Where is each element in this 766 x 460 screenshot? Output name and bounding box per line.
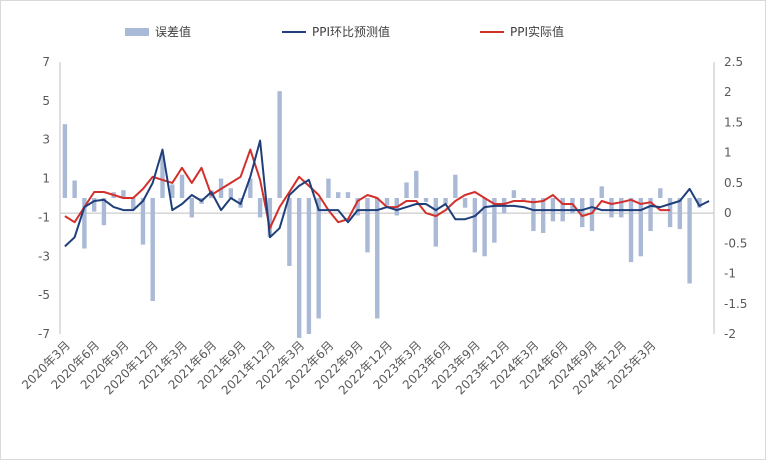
error-bar [589,198,595,232]
error-bar [82,198,87,249]
error-bar [189,198,194,218]
error-bar [443,198,448,204]
right-tick-label: 1.5 [724,115,743,129]
right-tick-label: 0.5 [724,176,743,190]
error-bar [697,198,702,208]
error-bar [62,124,68,198]
legend: 误差值 PPI环比预测值 PPI实际值 [125,24,564,39]
error-bar [101,198,107,226]
error-bar [511,190,517,198]
error-bar [365,198,370,253]
error-bar [287,198,292,266]
legend-actual-label: PPI实际值 [510,24,564,39]
error-bar [453,174,458,198]
left-tick-label: 7 [42,55,50,69]
error-bar [433,198,439,247]
error-bar [345,192,351,198]
error-bar [131,198,136,210]
error-bar [121,190,126,198]
left-tick-label: -5 [38,288,50,302]
axes [59,62,715,334]
error-bar [228,188,234,198]
error-bar [658,188,663,198]
right-tick-label: -2 [724,327,736,341]
error-bar [267,198,273,237]
error-bars [62,91,702,338]
error-bar [462,198,468,208]
right-tick-label: 2.5 [724,55,743,69]
error-bar [355,198,360,216]
error-bar [521,198,526,200]
legend-error-swatch [125,28,149,36]
error-bar [277,91,282,198]
forecast-line [64,139,710,248]
error-bar [160,155,165,198]
error-bar [91,198,97,212]
error-bar [609,198,614,218]
error-bar [531,198,536,232]
right-tick-label: -1 [724,267,736,281]
error-bar [677,198,683,230]
legend-error-label: 误差值 [155,24,191,39]
right-axis-ticks: 2.5 2 1.5 1 0.5 0 -0.5 -1 -1.5 -2 [724,55,747,341]
error-bar [423,198,429,202]
left-tick-label: 1 [42,172,50,186]
error-bar [492,198,497,243]
error-bar [335,192,341,198]
error-bar [570,198,575,214]
error-bar [619,198,624,218]
error-bar [687,198,692,284]
error-bar [248,178,253,198]
error-bar [375,198,380,319]
error-bar [580,198,585,228]
error-bar [296,198,302,338]
error-bar [599,186,604,198]
right-tick-label: 0 [724,206,732,220]
error-bar [414,170,419,198]
error-bar [472,198,478,253]
error-bar [648,198,653,232]
left-tick-label: -3 [38,249,50,263]
error-bar [306,198,312,334]
error-bar [140,198,146,245]
error-bar [638,198,643,257]
left-tick-label: 5 [42,94,50,108]
error-bar [72,180,77,198]
error-bar [540,198,546,233]
right-tick-label: -0.5 [724,236,747,250]
error-bar [667,198,673,228]
error-bar [404,182,409,198]
actual-line [64,148,671,230]
x-axis-ticks: 2020年3月2020年6月2020年9月2020年12月2021年3月2021… [19,338,659,397]
series-lines [64,139,710,248]
error-bar [316,198,321,319]
right-tick-label: 1 [724,146,732,160]
error-bar [150,198,155,301]
right-tick-label: 2 [724,85,732,99]
error-bar [257,198,263,218]
left-tick-label: -1 [38,210,50,224]
left-tick-label: -7 [38,327,50,341]
left-tick-label: 3 [42,133,50,147]
error-bar [384,198,390,206]
right-tick-label: -1.5 [724,297,747,311]
left-axis-ticks: 7 5 3 1 -1 -3 -5 -7 [38,55,50,341]
error-bar [628,198,634,263]
error-bar [170,184,175,198]
error-bar [326,178,331,198]
error-bar [179,174,185,198]
error-bar [482,198,487,257]
legend-forecast-label: PPI环比预测值 [312,24,390,39]
